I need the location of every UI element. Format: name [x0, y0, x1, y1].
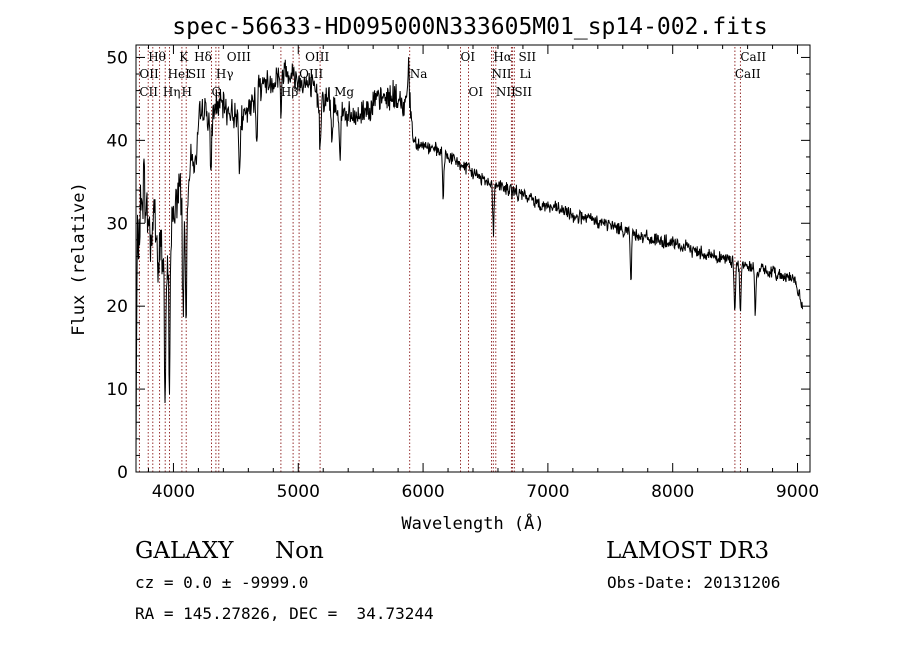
x-axis-label: Wavelength (Å) — [401, 512, 544, 534]
line-marker-label-17: OI — [461, 50, 476, 64]
line-marker-label-24: SII — [514, 85, 532, 99]
survey-name: LAMOST DR3 — [606, 538, 770, 564]
line-marker-label-20: SII — [518, 50, 536, 64]
object-class: GALAXY — [135, 538, 234, 564]
line-marker-label-23: NII — [496, 85, 516, 99]
x-tick-label-8000: 8000 — [651, 482, 694, 502]
x-tick-label-7000: 7000 — [526, 482, 569, 502]
line-marker-label-15: Mg — [334, 85, 354, 99]
line-marker-label-9: OIII — [227, 50, 251, 64]
line-marker-label-18: OI — [469, 85, 484, 99]
line-marker-label-6: H — [181, 85, 191, 99]
line-marker-label-25: CaII — [740, 50, 766, 64]
line-marker-label-2: CII — [139, 85, 158, 99]
line-marker-label-13: OIII — [299, 67, 323, 81]
chart-title: spec-56633-HD095000N333605M01_sp14-002.f… — [172, 14, 767, 40]
y-tick-label-30: 30 — [106, 214, 128, 234]
line-marker-label-8: SII — [188, 67, 206, 81]
redshift-cz: cz = 0.0 ± -9999.0 — [135, 573, 309, 592]
line-marker-label-26: CaII — [735, 67, 761, 81]
line-marker-label-21: NII — [491, 67, 511, 81]
y-tick-label-40: 40 — [106, 131, 128, 151]
line-marker-label-10: Hγ — [216, 67, 234, 81]
y-tick-label-10: 10 — [106, 380, 128, 400]
y-tick-label-0: 0 — [117, 463, 128, 483]
line-marker-label-22: Li — [519, 67, 531, 81]
line-marker-label-5: Hη — [163, 85, 181, 99]
plot-frame — [135, 44, 811, 473]
x-tick-label-5000: 5000 — [277, 482, 320, 502]
line-marker-label-19: Hα — [493, 50, 512, 64]
line-marker-label-3: K — [179, 50, 189, 64]
line-marker-label-14: Hβ — [281, 85, 298, 99]
line-marker-label-1: OII — [139, 67, 159, 81]
sky-coordinates: RA = 145.27826, DEC = 34.73244 — [135, 604, 434, 623]
line-marker-label-0: Hθ — [148, 50, 166, 64]
line-marker-label-4: HeI — [168, 67, 191, 81]
y-tick-label-50: 50 — [106, 48, 128, 68]
y-tick-label-20: 20 — [106, 297, 128, 317]
x-tick-label-9000: 9000 — [776, 482, 819, 502]
spectrum-line — [135, 57, 803, 457]
x-tick-label-4000: 4000 — [152, 482, 195, 502]
line-marker-label-16: Na — [410, 67, 428, 81]
observation-date: Obs-Date: 20131206 — [607, 573, 781, 592]
x-tick-label-6000: 6000 — [401, 482, 444, 502]
y-axis-label: Flux (relative) — [69, 182, 89, 336]
line-marker-label-11: G — [212, 85, 222, 99]
line-marker-label-12: OIII — [305, 50, 329, 64]
object-subclass: Non — [275, 538, 324, 564]
line-marker-label-7: Hδ — [194, 50, 212, 64]
